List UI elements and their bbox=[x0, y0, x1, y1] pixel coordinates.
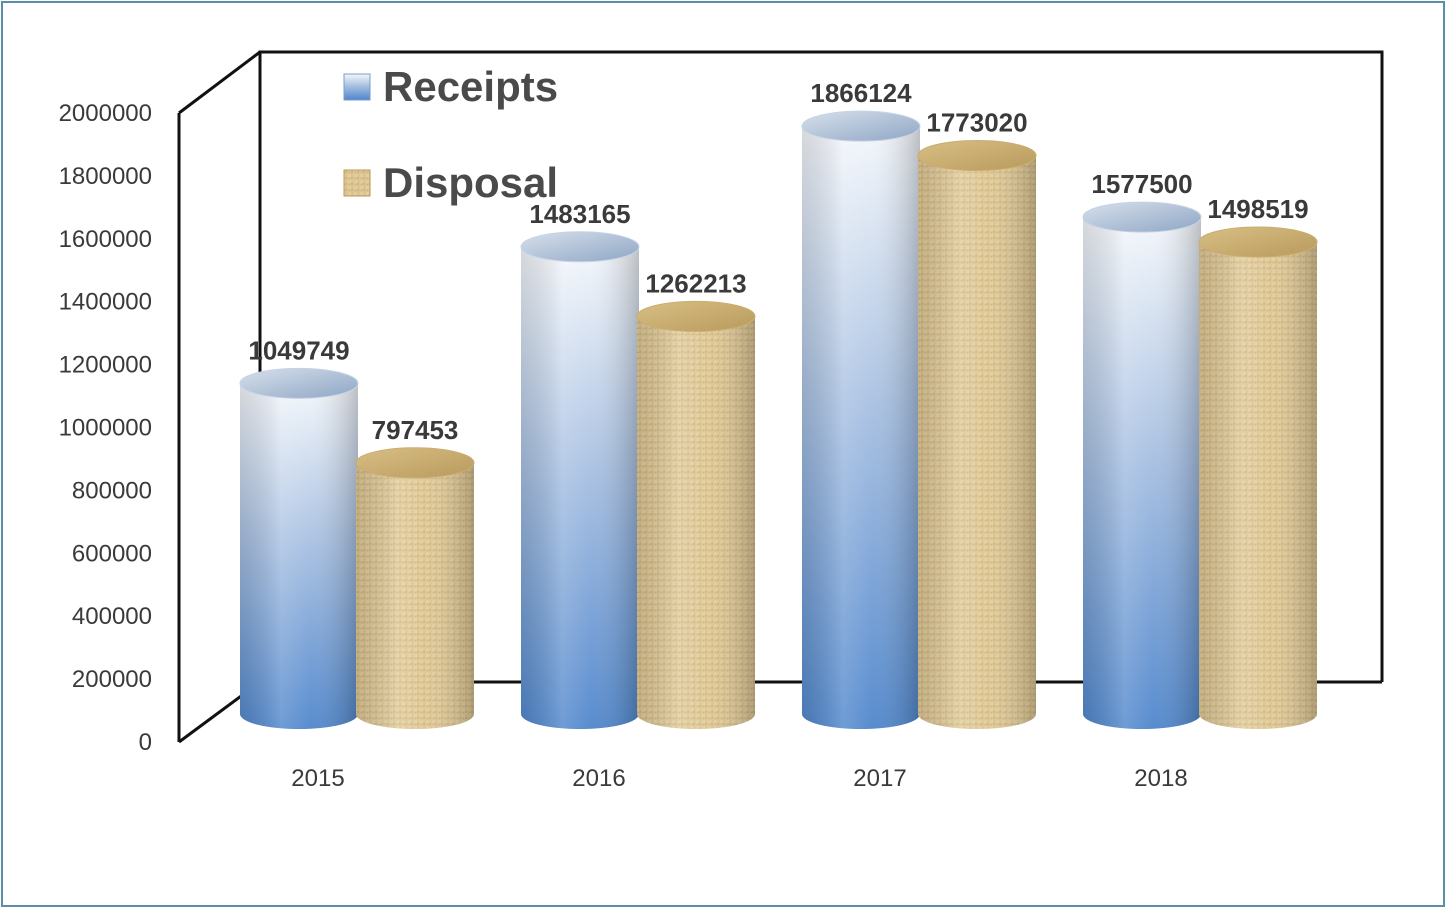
y-tick-label: 400000 bbox=[72, 603, 152, 630]
data-label-disposal-2016: 1262213 bbox=[645, 268, 746, 298]
data-labels: 1049749 797453 1483165 1262213 1866124 177302… bbox=[248, 78, 1308, 445]
y-tick-label: 600000 bbox=[72, 540, 152, 567]
bar-receipts-2017 bbox=[801, 110, 921, 729]
bar-disposal-2018 bbox=[1198, 226, 1318, 729]
x-tick-label-2016: 2016 bbox=[572, 765, 625, 792]
data-label-receipts-2015: 1049749 bbox=[248, 335, 349, 365]
x-tick-label-2015: 2015 bbox=[291, 765, 344, 792]
bars bbox=[239, 110, 1318, 729]
y-tick-label: 800000 bbox=[72, 477, 152, 504]
data-label-disposal-2018: 1498519 bbox=[1207, 194, 1308, 224]
y-tick-label: 2000000 bbox=[59, 100, 152, 127]
y-tick-label: 1200000 bbox=[59, 352, 152, 379]
y-tick-label: 200000 bbox=[72, 666, 152, 693]
bar-disposal-2015 bbox=[355, 447, 475, 729]
legend-label-receipts: Receipts bbox=[383, 63, 558, 110]
y-tick-label: 1600000 bbox=[59, 226, 152, 253]
bar-disposal-2016 bbox=[636, 300, 756, 729]
legend-swatch-disposal bbox=[343, 169, 371, 197]
data-label-disposal-2017: 1773020 bbox=[926, 107, 1027, 137]
bar-receipts-2016 bbox=[520, 231, 640, 729]
legend-swatch-receipts bbox=[343, 73, 371, 101]
data-label-receipts-2016: 1483165 bbox=[529, 199, 630, 229]
x-tick-label-2018: 2018 bbox=[1134, 765, 1187, 792]
x-tick-label-2017: 2017 bbox=[853, 765, 906, 792]
legend-label-disposal: Disposal bbox=[383, 159, 558, 206]
data-label-receipts-2017: 1866124 bbox=[810, 78, 912, 108]
bar-receipts-2015 bbox=[239, 367, 359, 729]
back-wall bbox=[258, 50, 1384, 682]
y-axis-ticks: 0 200000 400000 600000 800000 1000000 1200000 1… bbox=[59, 100, 152, 756]
data-label-disposal-2015: 797453 bbox=[372, 415, 459, 445]
y-tick-label: 1400000 bbox=[59, 289, 152, 316]
bar-disposal-2017 bbox=[917, 139, 1037, 729]
y-tick-label: 1800000 bbox=[59, 163, 152, 190]
y-tick-label: 0 bbox=[139, 729, 152, 756]
y-tick-label: 1000000 bbox=[59, 415, 152, 442]
data-label-receipts-2018: 1577500 bbox=[1091, 169, 1192, 199]
legend: Receipts Disposal bbox=[343, 63, 558, 206]
side-wall-top bbox=[178, 50, 261, 115]
bar-receipts-2018 bbox=[1082, 201, 1202, 729]
x-axis-labels: 2015 2016 2017 2018 bbox=[291, 765, 1187, 792]
